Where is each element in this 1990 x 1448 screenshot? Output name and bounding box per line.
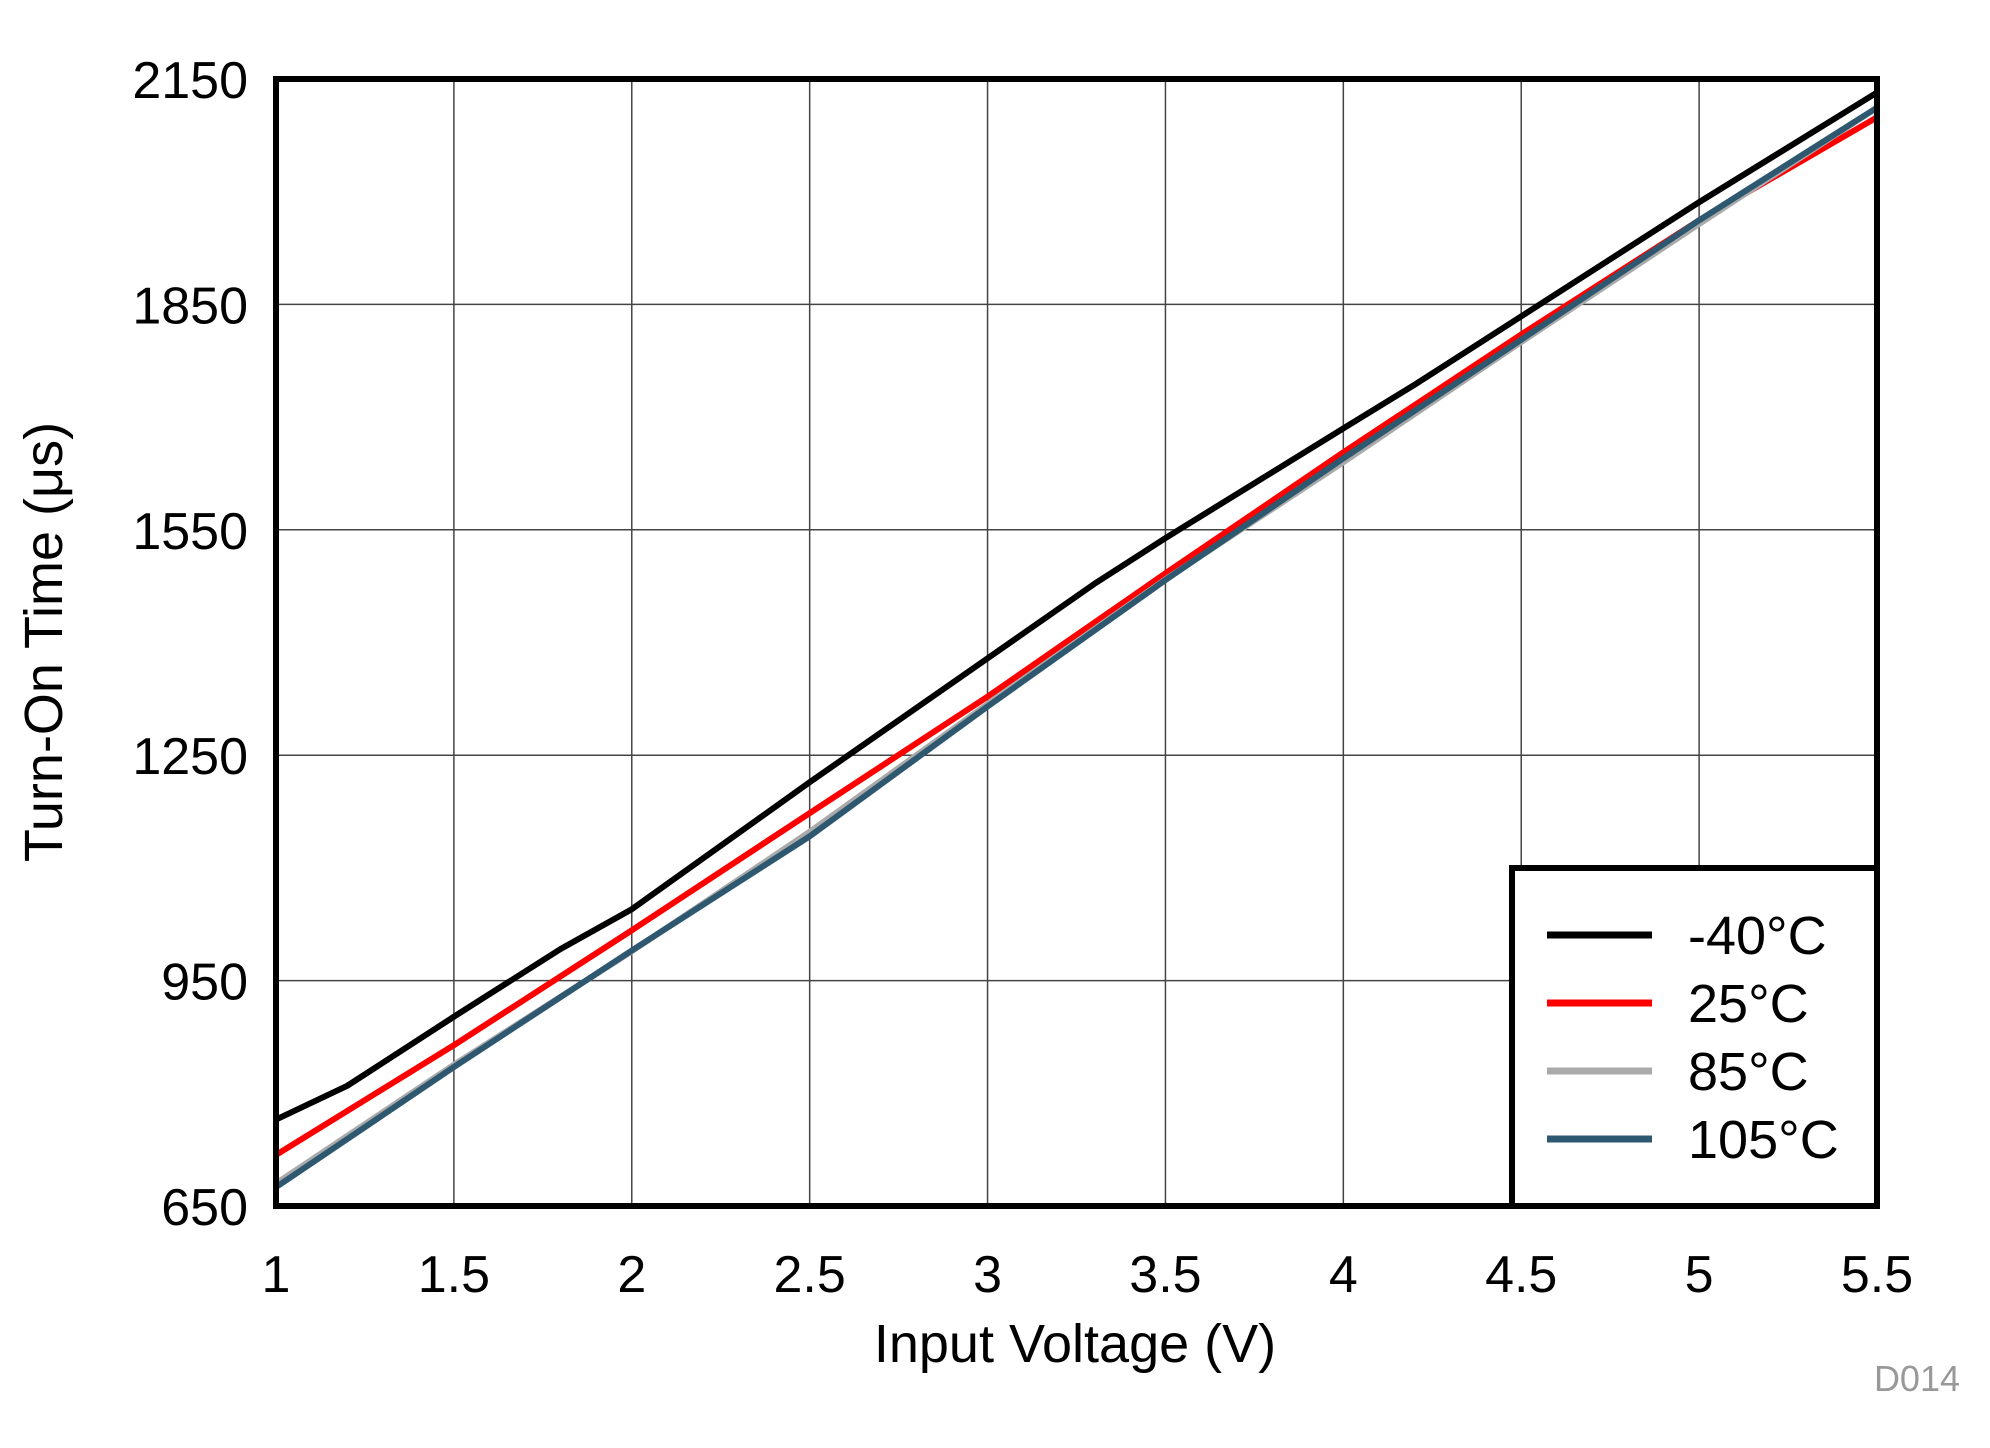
y-tick-label: 2150 <box>132 52 248 110</box>
x-tick-label: 2 <box>617 1246 646 1304</box>
x-tick-label: 4.5 <box>1485 1246 1557 1304</box>
x-tick-label: 4 <box>1329 1246 1358 1304</box>
series-line-minus40C <box>274 89 1879 1123</box>
legend-label: 105°C <box>1688 1110 1839 1170</box>
legend-label: -40°C <box>1688 906 1827 966</box>
legend-box <box>1509 865 1880 1209</box>
y-tick-label: 950 <box>161 954 248 1012</box>
grid <box>276 79 1877 1206</box>
plot-frame <box>273 76 1880 1209</box>
y-axis-label: Turn-On Time (μs) <box>14 422 74 862</box>
x-tick-labels: 1 1.5 2 2.5 3 3.5 4 4.5 5 5.5 <box>262 1246 1914 1304</box>
y-tick-label: 1550 <box>132 503 248 561</box>
figure-id: D014 <box>1874 1358 1960 1399</box>
series-group <box>274 89 1879 1190</box>
x-axis-label: Input Voltage (V) <box>874 1314 1276 1374</box>
legend-label: 25°C <box>1688 974 1809 1034</box>
x-tick-label: 1.5 <box>418 1246 490 1304</box>
x-tick-label: 5.5 <box>1841 1246 1913 1304</box>
y-tick-labels: 650 950 1250 1550 1850 2150 <box>132 52 248 1237</box>
series-line-105C <box>274 105 1879 1190</box>
x-tick-label: 3 <box>973 1246 1002 1304</box>
legend-label: 85°C <box>1688 1042 1809 1102</box>
y-tick-label: 1250 <box>132 728 248 786</box>
legend-items: -40°C 25°C 85°C 105°C <box>1547 906 1839 1170</box>
y-tick-label: 650 <box>161 1179 248 1237</box>
x-tick-label: 5 <box>1685 1246 1714 1304</box>
legend: -40°C 25°C 85°C 105°C <box>1509 865 1880 1209</box>
x-tick-label: 3.5 <box>1129 1246 1201 1304</box>
x-tick-label: 1 <box>262 1246 291 1304</box>
x-tick-label: 2.5 <box>774 1246 846 1304</box>
y-tick-label: 1850 <box>132 277 248 335</box>
